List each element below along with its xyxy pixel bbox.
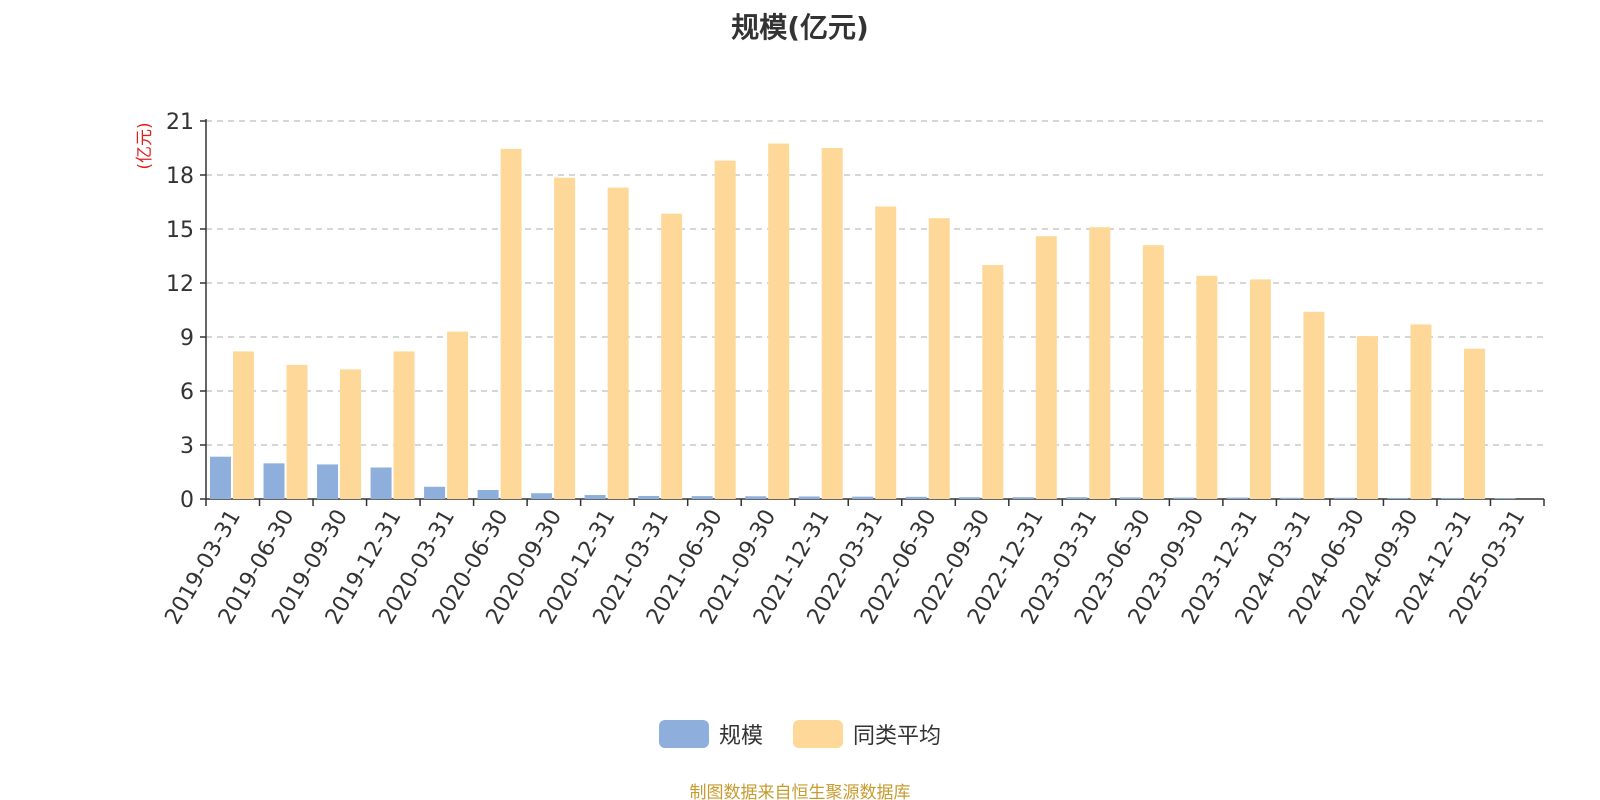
bar-scale [798,496,820,499]
bar-scale [959,497,981,499]
bar-scale [424,486,446,499]
bar-category-average [928,218,950,499]
bar-scale [584,495,606,499]
bar-scale [531,493,553,499]
y-tick-label: 3 [180,434,194,459]
bar-scale [1173,497,1195,499]
bar-scale [1333,497,1355,499]
legend: 规模 同类平均 [0,718,1600,750]
bar-scale [1440,497,1462,499]
legend-item-scale[interactable]: 规模 [658,718,763,750]
y-tick-label: 6 [180,380,194,405]
bar-scale [477,490,499,499]
bar-category-average [1463,348,1485,499]
y-tick-label: 15 [166,218,194,243]
bar-category-average [500,148,522,499]
bar-category-average [1035,236,1057,499]
bar-scale [1119,497,1141,499]
bar-scale [1387,497,1409,499]
y-tick-label: 12 [166,272,194,297]
bar-category-average [821,148,843,499]
bar-scale [1226,497,1248,499]
bar-scale [745,496,767,499]
bar-category-average [233,351,254,499]
bar-scale [691,496,713,499]
bar-category-average [714,160,736,499]
legend-label-scale: 规模 [718,724,763,749]
bar-category-average [1089,227,1111,499]
y-tick-label: 18 [166,164,194,189]
bar-category-average [607,187,629,499]
chart-title: 规模(亿元) [731,11,869,44]
y-tick-label: 9 [180,326,194,351]
bar-category-average [1142,245,1164,499]
bar-category-average [1356,336,1378,499]
bar-category-average [447,331,469,499]
bar-scale [1494,498,1516,499]
bar-category-average [768,143,790,499]
bar-scale [370,467,392,499]
bar-scale [1066,497,1088,499]
bar-category-average [875,206,897,499]
legend-swatch-category-average [793,720,843,748]
bar-scale [210,456,231,499]
bar-scale [263,463,285,499]
legend-label-category-average: 同类平均 [853,724,942,749]
legend-item-category-average[interactable]: 同类平均 [793,718,941,750]
bar-category-average [554,177,576,499]
data-source-note: 制图数据来自恒生聚源数据库 [689,783,911,800]
bar-scale [1012,497,1034,499]
bar-category-average [1410,324,1432,499]
bar-category-average [1249,279,1271,499]
bar-category-average [286,364,308,499]
bar-scale [852,496,874,499]
y-tick-label: 0 [180,488,194,513]
bar-scale [638,495,660,499]
y-tick-label: 21 [166,110,194,135]
bar-scale [1280,497,1302,499]
legend-swatch-scale [658,720,709,748]
bar-category-average [1303,311,1325,499]
bar-category-average [340,369,362,499]
bar-category-average [661,213,683,499]
bar-scale [317,464,339,499]
y-axis-label: (亿元) [135,122,155,169]
bar-category-average [393,351,415,499]
bar-scale [905,496,927,499]
bar-category-average [982,265,1004,499]
bar-category-average [1196,275,1218,499]
